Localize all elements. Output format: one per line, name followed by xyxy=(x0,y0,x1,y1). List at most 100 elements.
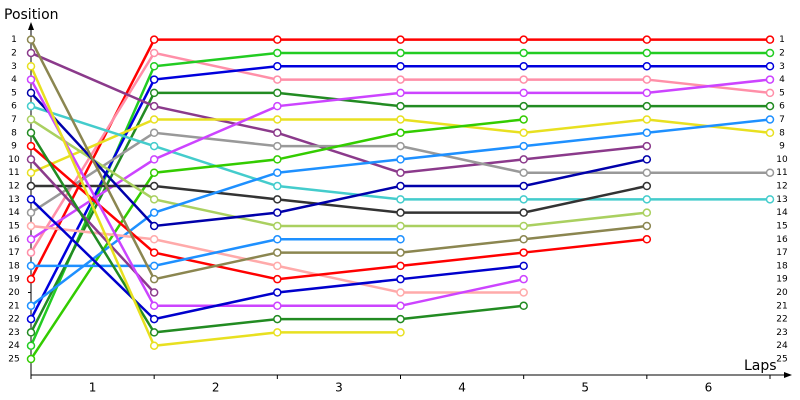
y-tick-label-right: 2 xyxy=(779,48,785,58)
position-line xyxy=(31,238,401,268)
position-marker xyxy=(26,75,36,84)
position-marker xyxy=(519,261,528,271)
position-marker xyxy=(273,181,282,191)
y-tick-label: 7 xyxy=(11,115,17,125)
position-marker xyxy=(642,195,652,204)
position-marker xyxy=(26,341,36,350)
position-marker xyxy=(149,62,159,71)
position-marker xyxy=(26,328,36,337)
y-tick-label-right: 23 xyxy=(776,328,787,338)
y-tick-label-right: 8 xyxy=(779,128,785,138)
position-marker xyxy=(396,141,405,151)
y-tick-label-right: 12 xyxy=(776,182,787,192)
position-line xyxy=(30,145,647,281)
position-marker xyxy=(273,301,282,311)
position-marker xyxy=(519,221,528,231)
position-marker xyxy=(149,155,159,164)
position-marker xyxy=(26,181,36,191)
position-marker xyxy=(149,168,159,177)
position-marker xyxy=(642,141,652,151)
position-marker xyxy=(396,62,405,71)
y-tick-label-right: 14 xyxy=(776,208,788,218)
position-marker xyxy=(396,328,405,337)
position-marker xyxy=(642,235,652,244)
position-marker xyxy=(273,101,282,111)
y-tick-label-right: 3 xyxy=(779,62,785,72)
y-tick-label: 17 xyxy=(8,248,19,258)
position-marker xyxy=(396,128,405,138)
position-marker xyxy=(396,48,405,58)
position-marker xyxy=(149,48,159,58)
position-marker xyxy=(273,48,282,58)
y-tick-label: 3 xyxy=(11,62,17,72)
position-marker xyxy=(149,341,159,350)
position-marker xyxy=(642,181,652,191)
position-marker xyxy=(519,235,528,244)
position-marker xyxy=(26,221,36,231)
position-marker xyxy=(765,88,775,98)
position-marker xyxy=(642,88,652,98)
position-marker xyxy=(396,168,405,177)
position-line xyxy=(30,118,647,228)
position-marker xyxy=(26,274,36,284)
x-tick-label: 6 xyxy=(705,381,713,395)
position-marker xyxy=(149,208,159,217)
position-marker xyxy=(26,261,36,271)
position-marker xyxy=(26,115,36,124)
y-tick-label-right: 18 xyxy=(776,261,788,271)
y-axis-arrow xyxy=(28,22,34,30)
y-tick-label-right: 9 xyxy=(779,142,785,152)
y-tick-label: 8 xyxy=(11,128,17,138)
y-tick-label-right: 5 xyxy=(779,88,785,98)
position-marker xyxy=(642,62,652,71)
position-marker xyxy=(273,75,282,84)
position-marker xyxy=(273,261,282,271)
position-marker xyxy=(26,301,36,311)
position-marker xyxy=(26,314,36,324)
position-marker xyxy=(273,274,282,284)
y-tick-label: 1 xyxy=(11,35,17,45)
position-marker xyxy=(273,115,282,124)
position-marker xyxy=(396,208,405,217)
position-marker xyxy=(396,75,405,84)
y-tick-label: 16 xyxy=(8,235,20,245)
y-tick-label: 25 xyxy=(8,355,19,365)
position-marker xyxy=(642,128,652,138)
position-marker xyxy=(519,62,528,71)
y-tick-label: 14 xyxy=(8,208,20,218)
x-tick-label: 5 xyxy=(581,381,589,395)
position-marker xyxy=(26,62,36,71)
position-marker xyxy=(642,208,652,217)
position-line xyxy=(29,65,401,348)
position-marker xyxy=(273,248,282,257)
y-tick-label: 13 xyxy=(8,195,19,205)
y-tick-label-right: 1 xyxy=(779,35,785,45)
y-tick-label-right: 7 xyxy=(779,115,785,125)
y-tick-label: 22 xyxy=(8,315,19,325)
position-marker xyxy=(765,75,775,84)
y-tick-label: 21 xyxy=(8,301,19,311)
position-marker xyxy=(765,62,775,71)
y-tick-label: 10 xyxy=(8,155,20,165)
y-tick-label-right: 16 xyxy=(776,235,788,245)
position-marker xyxy=(26,155,36,164)
x-axis-title: Laps xyxy=(744,358,777,374)
position-marker xyxy=(765,128,775,138)
y-tick-label: 9 xyxy=(11,142,17,152)
y-tick-label: 2 xyxy=(11,48,17,58)
position-marker xyxy=(26,235,36,244)
y-tick-label-right: 21 xyxy=(776,301,787,311)
position-marker xyxy=(396,181,405,191)
position-marker xyxy=(273,288,282,297)
position-marker xyxy=(26,141,36,151)
position-marker xyxy=(149,314,159,324)
position-marker xyxy=(519,248,528,257)
x-tick-label: 4 xyxy=(458,381,466,395)
y-tick-label-right: 13 xyxy=(776,195,787,205)
position-marker xyxy=(149,328,159,337)
y-tick-label: 12 xyxy=(8,182,19,192)
y-tick-label-right: 24 xyxy=(776,341,788,351)
position-marker xyxy=(642,115,652,124)
y-tick-label: 15 xyxy=(8,221,19,231)
position-marker xyxy=(396,155,405,164)
